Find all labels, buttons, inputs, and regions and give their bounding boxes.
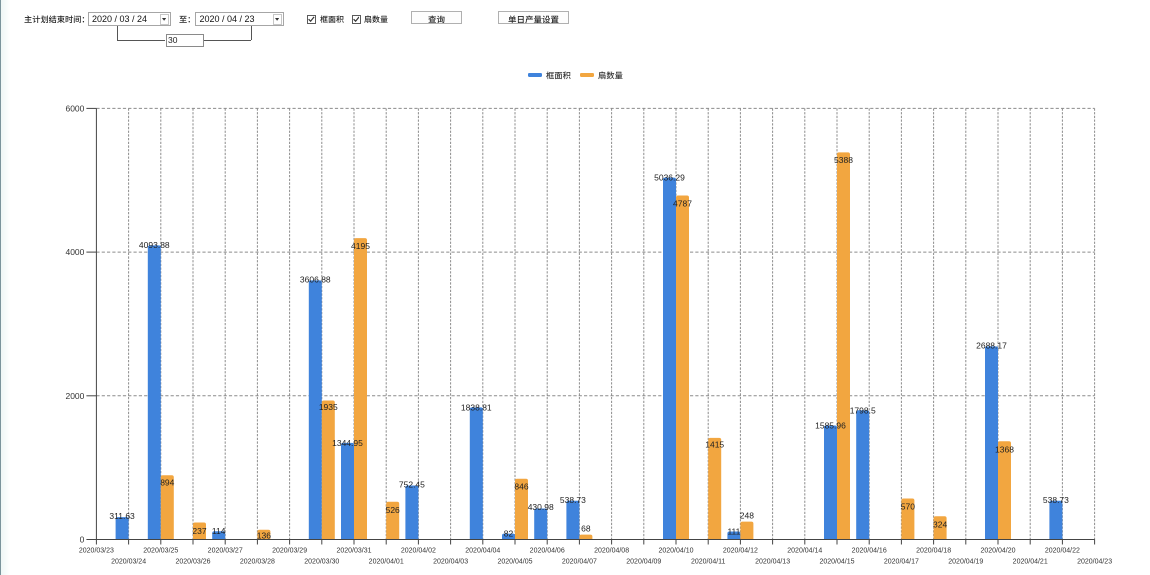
svg-text:2020/03/24: 2020/03/24 bbox=[111, 559, 146, 566]
svg-text:0: 0 bbox=[80, 535, 85, 545]
svg-text:2000: 2000 bbox=[65, 391, 84, 401]
svg-text:1415: 1415 bbox=[705, 440, 724, 450]
svg-text:1585.96: 1585.96 bbox=[815, 421, 846, 431]
svg-text:6000: 6000 bbox=[65, 103, 84, 113]
svg-text:2020/04/23: 2020/04/23 bbox=[1077, 559, 1112, 566]
svg-text:752.45: 752.45 bbox=[399, 480, 425, 490]
svg-text:2020/04/18: 2020/04/18 bbox=[916, 547, 951, 554]
svg-text:2020/04/16: 2020/04/16 bbox=[852, 547, 887, 554]
svg-text:2688.17: 2688.17 bbox=[976, 341, 1007, 351]
svg-text:538.73: 538.73 bbox=[560, 495, 586, 505]
svg-text:2020/04/03: 2020/04/03 bbox=[433, 559, 468, 566]
svg-text:4787: 4787 bbox=[673, 198, 692, 208]
svg-text:894: 894 bbox=[160, 478, 174, 488]
svg-text:2020/04/17: 2020/04/17 bbox=[884, 559, 919, 566]
svg-text:2020/03/25: 2020/03/25 bbox=[143, 547, 178, 554]
svg-text:2020/03/26: 2020/03/26 bbox=[175, 559, 210, 566]
svg-text:248: 248 bbox=[740, 510, 754, 520]
svg-text:2020/04/12: 2020/04/12 bbox=[723, 547, 758, 554]
svg-text:1838.81: 1838.81 bbox=[461, 402, 492, 412]
svg-text:5036.29: 5036.29 bbox=[654, 173, 685, 183]
svg-text:2020/03/23: 2020/03/23 bbox=[79, 547, 114, 554]
svg-text:324: 324 bbox=[933, 519, 947, 529]
svg-text:2020/04/05: 2020/04/05 bbox=[497, 559, 532, 566]
svg-text:1935: 1935 bbox=[319, 402, 338, 412]
svg-text:2020/04/02: 2020/04/02 bbox=[401, 547, 436, 554]
svg-text:68: 68 bbox=[581, 523, 591, 533]
svg-text:2020/04/10: 2020/04/10 bbox=[658, 547, 693, 554]
svg-text:1798.5: 1798.5 bbox=[850, 405, 876, 415]
svg-text:2020/04/01: 2020/04/01 bbox=[369, 559, 404, 566]
svg-text:2020/04/19: 2020/04/19 bbox=[948, 559, 983, 566]
svg-text:111: 111 bbox=[727, 527, 740, 537]
svg-text:2020/03/30: 2020/03/30 bbox=[304, 559, 339, 566]
svg-text:4000: 4000 bbox=[65, 247, 84, 257]
svg-text:526: 526 bbox=[386, 505, 400, 515]
svg-text:82: 82 bbox=[504, 529, 514, 539]
svg-text:430.98: 430.98 bbox=[528, 502, 554, 512]
svg-text:2020/04/11: 2020/04/11 bbox=[691, 559, 726, 566]
svg-text:538.73: 538.73 bbox=[1043, 495, 1069, 505]
svg-text:2020/03/28: 2020/03/28 bbox=[240, 559, 275, 566]
svg-text:2020/04/21: 2020/04/21 bbox=[1013, 559, 1048, 566]
svg-text:2020/03/27: 2020/03/27 bbox=[208, 547, 243, 554]
svg-text:2020/03/31: 2020/03/31 bbox=[336, 547, 371, 554]
svg-text:136: 136 bbox=[257, 531, 271, 541]
svg-text:2020/04/15: 2020/04/15 bbox=[819, 559, 854, 566]
svg-text:1368: 1368 bbox=[995, 444, 1014, 454]
svg-text:2020/04/08: 2020/04/08 bbox=[594, 547, 629, 554]
svg-text:2020/04/06: 2020/04/06 bbox=[530, 547, 565, 554]
svg-text:237: 237 bbox=[192, 526, 206, 536]
svg-text:2020/04/14: 2020/04/14 bbox=[787, 547, 822, 554]
svg-text:4195: 4195 bbox=[351, 241, 370, 251]
svg-text:2020/04/20: 2020/04/20 bbox=[980, 547, 1015, 554]
svg-text:3606.88: 3606.88 bbox=[300, 274, 331, 284]
svg-text:2020/04/09: 2020/04/09 bbox=[626, 559, 661, 566]
svg-text:2020/03/29: 2020/03/29 bbox=[272, 547, 307, 554]
svg-text:4093.88: 4093.88 bbox=[139, 240, 170, 250]
svg-text:1344.95: 1344.95 bbox=[332, 438, 363, 448]
svg-text:311.63: 311.63 bbox=[109, 511, 135, 521]
svg-text:846: 846 bbox=[514, 481, 528, 491]
svg-text:2020/04/07: 2020/04/07 bbox=[562, 559, 597, 566]
svg-text:5388: 5388 bbox=[834, 155, 853, 165]
svg-text:2020/04/13: 2020/04/13 bbox=[755, 559, 790, 566]
svg-text:114: 114 bbox=[212, 526, 226, 536]
svg-text:570: 570 bbox=[901, 501, 915, 511]
svg-text:2020/04/04: 2020/04/04 bbox=[465, 547, 500, 554]
svg-text:2020/04/22: 2020/04/22 bbox=[1045, 547, 1080, 554]
